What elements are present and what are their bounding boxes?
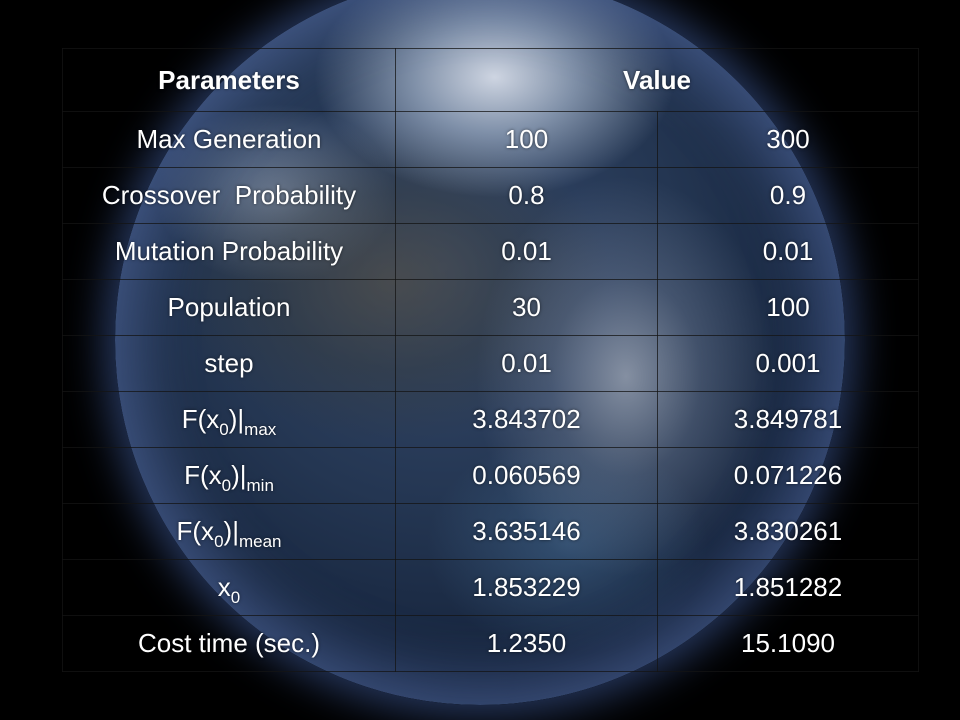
label-main: F(x [181,404,220,434]
label-subscript: mean [238,532,282,551]
header-value: Value [395,48,919,112]
row-value-2: 0.071226 [657,447,919,504]
label-main: x [217,572,231,602]
row-label: Max Generation [62,111,396,168]
table-row: Cost time (sec.) 1.2350 15.1090 [62,615,919,672]
header-parameters: Parameters [62,48,396,112]
label-subscript: 0 [221,476,232,495]
label-main: F(x [176,516,215,546]
table-row: F(x0)|mean 3.635146 3.830261 [62,503,919,560]
row-value-2: 0.9 [657,167,919,224]
row-value-1: 3.635146 [395,503,658,560]
row-value-2: 1.851282 [657,559,919,616]
parameters-table-container: Parameters Value Max Generation 100 300 … [62,48,919,672]
row-value-2: 15.1090 [657,615,919,672]
row-value-1: 1.2350 [395,615,658,672]
row-value-2: 3.830261 [657,503,919,560]
row-value-1: 100 [395,111,658,168]
row-label-fmax: F(x0)|max [62,391,396,448]
row-label: Population [62,279,396,336]
label-mid: )| [228,404,245,434]
row-label: Mutation Probability [62,223,396,280]
row-label-x0: x0 [62,559,396,616]
table-row: x0 1.853229 1.851282 [62,559,919,616]
row-value-1: 0.060569 [395,447,658,504]
row-label-fmean: F(x0)|mean [62,503,396,560]
row-label: Cost time (sec.) [62,615,396,672]
row-label: step [62,335,396,392]
row-value-1: 0.01 [395,223,658,280]
table-row: Crossover Probability 0.8 0.9 [62,167,919,224]
label-subscript: max [244,420,277,439]
label-subscript: min [246,476,274,495]
table-row: Mutation Probability 0.01 0.01 [62,223,919,280]
table-row: F(x0)|min 0.060569 0.071226 [62,447,919,504]
row-value-1: 0.8 [395,167,658,224]
row-value-2: 0.001 [657,335,919,392]
table-row: F(x0)|max 3.843702 3.849781 [62,391,919,448]
row-label-fmin: F(x0)|min [62,447,396,504]
label-mid: )| [223,516,239,546]
table-row: Population 30 100 [62,279,919,336]
table-row: Max Generation 100 300 [62,111,919,168]
table-row: step 0.01 0.001 [62,335,919,392]
row-value-2: 300 [657,111,919,168]
row-value-1: 1.853229 [395,559,658,616]
label-mid: )| [231,460,247,490]
label-subscript: 0 [230,588,241,607]
row-value-2: 0.01 [657,223,919,280]
label-subscript: 0 [219,420,229,439]
label-main: F(x [184,460,222,490]
row-value-1: 3.843702 [395,391,658,448]
parameters-table: Parameters Value Max Generation 100 300 … [62,48,919,672]
row-value-1: 0.01 [395,335,658,392]
row-value-1: 30 [395,279,658,336]
row-value-2: 100 [657,279,919,336]
row-value-2: 3.849781 [657,391,919,448]
row-label: Crossover Probability [62,167,396,224]
table-header-row: Parameters Value [62,48,919,112]
label-subscript: 0 [214,532,224,551]
